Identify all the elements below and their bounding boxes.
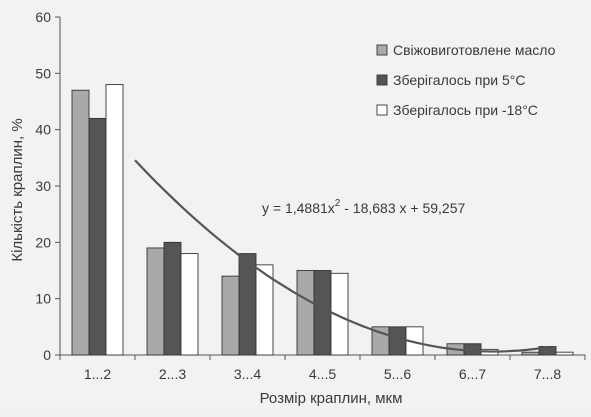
bar bbox=[313, 270, 332, 356]
bar bbox=[105, 84, 124, 356]
x-tick-label: 6...7 bbox=[459, 366, 486, 382]
bar bbox=[388, 326, 407, 356]
x-axis: 1...2 2...3 3...4 4...5 5...6 6...7 7...8 bbox=[59, 354, 586, 382]
equation-suffix: - 18,683 x + 59,257 bbox=[340, 200, 465, 216]
bar bbox=[296, 270, 315, 356]
trendline bbox=[134, 159, 548, 353]
legend-label: Зберігалось при -18°С bbox=[393, 102, 538, 118]
trendline-equation: y = 1,4881x2 - 18,683 x + 59,257 bbox=[262, 198, 465, 216]
bar bbox=[71, 89, 90, 356]
bar bbox=[238, 253, 257, 356]
equation-superscript: 2 bbox=[335, 198, 341, 209]
bar bbox=[221, 275, 240, 356]
legend-label: Зберігалось при 5°С bbox=[393, 72, 525, 88]
bar bbox=[538, 346, 557, 356]
bar bbox=[88, 117, 107, 356]
equation-prefix: y = 1,4881x bbox=[262, 200, 335, 216]
bar bbox=[146, 247, 165, 356]
bar bbox=[555, 351, 574, 356]
bar bbox=[330, 272, 349, 356]
y-tick-label: 10 bbox=[35, 291, 51, 307]
x-axis-title: Розмір краплин, мкм bbox=[260, 390, 403, 407]
x-tick-label: 5...6 bbox=[384, 366, 411, 382]
x-tick-label: 1...2 bbox=[84, 366, 111, 382]
bar bbox=[180, 253, 199, 356]
bars-group bbox=[71, 84, 574, 356]
y-axis: 0 10 20 30 40 50 60 bbox=[35, 9, 61, 363]
y-tick-label: 20 bbox=[35, 234, 51, 250]
bar bbox=[521, 351, 540, 356]
trendline-group bbox=[134, 159, 548, 353]
x-tick-label: 2...3 bbox=[159, 366, 186, 382]
y-tick-label: 40 bbox=[35, 122, 51, 138]
y-tick-label: 0 bbox=[43, 347, 51, 363]
legend: Свіжовиготовлене масло Зберігалось при 5°… bbox=[376, 42, 556, 118]
x-tick-label: 4...5 bbox=[309, 366, 336, 382]
legend-swatch bbox=[376, 104, 388, 116]
y-tick-label: 60 bbox=[35, 9, 51, 25]
y-tick-label: 50 bbox=[35, 65, 51, 81]
y-tick-label: 30 bbox=[35, 178, 51, 194]
bar bbox=[255, 264, 274, 356]
legend-swatch bbox=[376, 44, 388, 56]
legend-swatch bbox=[376, 74, 388, 86]
y-axis-title: Кількість краплин, % bbox=[9, 118, 26, 261]
bar bbox=[163, 241, 182, 356]
legend-label: Свіжовиготовлене масло bbox=[393, 42, 556, 58]
x-tick-label: 3...4 bbox=[234, 366, 261, 382]
x-tick-label: 7...8 bbox=[534, 366, 561, 382]
